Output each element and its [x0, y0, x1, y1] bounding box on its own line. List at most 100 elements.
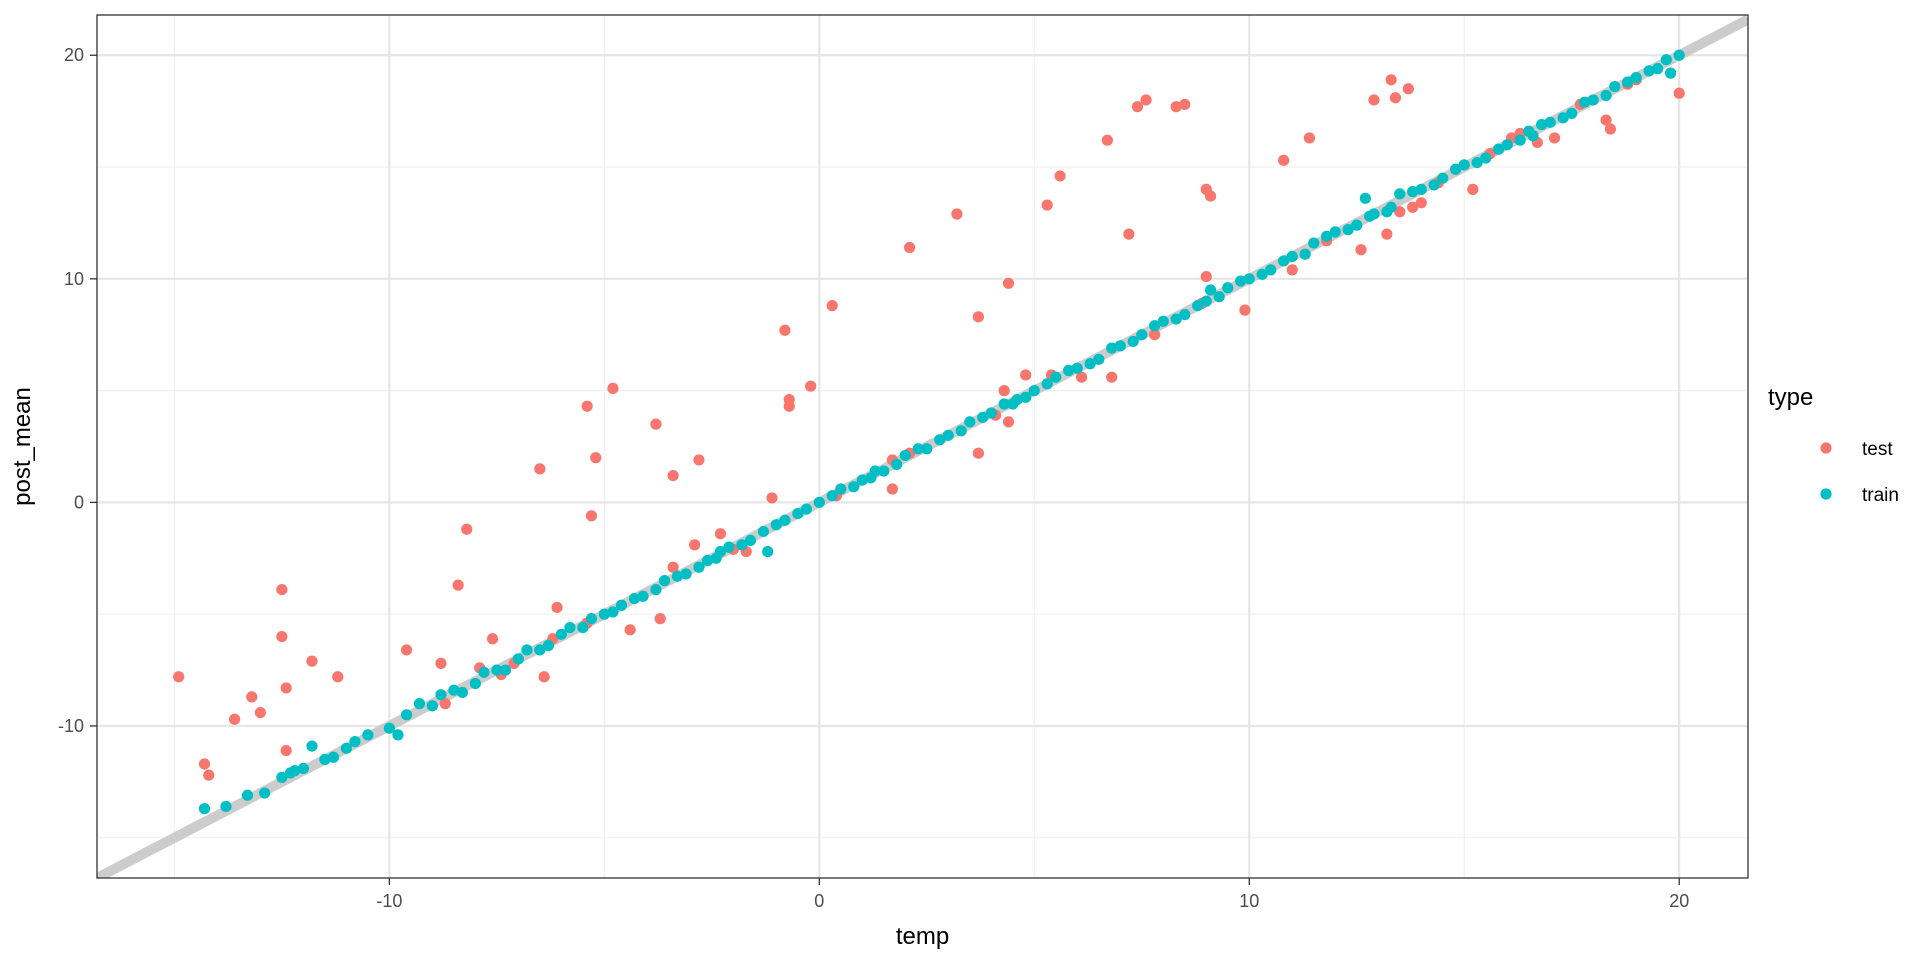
point-train	[1157, 315, 1169, 327]
point-train	[542, 639, 555, 652]
point-test	[280, 744, 292, 757]
point-train	[693, 561, 705, 573]
point-train	[1299, 248, 1311, 260]
point-train	[912, 443, 924, 455]
point-train	[1428, 179, 1440, 191]
point-test	[972, 311, 984, 323]
point-test	[1020, 369, 1032, 381]
point-train	[998, 398, 1010, 410]
point-train	[1222, 282, 1234, 294]
point-test	[1548, 132, 1561, 144]
point-train	[637, 590, 649, 602]
point-test	[1002, 416, 1015, 428]
point-test	[1467, 183, 1479, 195]
point-train	[1342, 224, 1354, 236]
point-train	[955, 425, 967, 437]
point-train	[899, 449, 911, 462]
point-train	[1011, 393, 1023, 406]
point-test	[534, 463, 546, 475]
legend-key-test	[1820, 442, 1832, 454]
point-train	[435, 689, 447, 701]
point-train	[1329, 226, 1341, 238]
point-test	[1385, 74, 1397, 86]
y-tick-label: 10	[64, 269, 84, 289]
point-train	[762, 545, 774, 558]
panel-border	[96, 14, 1749, 879]
point-train	[744, 534, 757, 547]
point-test	[1239, 304, 1251, 316]
point-test	[1054, 170, 1066, 182]
major-gridlines	[97, 15, 1748, 878]
point-train	[1192, 300, 1204, 312]
point-train	[701, 554, 714, 567]
point-train	[1321, 230, 1333, 242]
point-train	[1407, 186, 1419, 198]
point-train	[499, 664, 512, 676]
point-train	[813, 496, 825, 508]
point-train	[770, 519, 782, 531]
point-test	[1041, 199, 1053, 211]
point-test	[904, 241, 916, 254]
point-train	[564, 621, 576, 634]
point-train	[1351, 219, 1363, 231]
point-train	[1179, 308, 1191, 321]
legend-key-train	[1820, 488, 1832, 500]
point-train	[1600, 89, 1612, 102]
point-test	[1149, 329, 1161, 341]
point-test	[607, 382, 619, 394]
point-test	[826, 300, 838, 312]
x-tick-label: 20	[1669, 891, 1689, 911]
point-train	[1106, 342, 1118, 354]
point-train	[478, 666, 490, 678]
point-train	[607, 606, 619, 618]
point-train	[878, 465, 890, 477]
point-test	[1600, 114, 1612, 126]
point-test	[590, 452, 602, 464]
point-test	[1381, 228, 1393, 240]
point-train	[1149, 320, 1161, 332]
point-train	[658, 575, 671, 587]
point-train	[1114, 340, 1126, 352]
point-train	[319, 753, 331, 766]
point-test	[246, 691, 258, 703]
point-test	[1407, 201, 1419, 213]
point-test	[254, 706, 266, 719]
point-train	[757, 525, 770, 538]
point-train	[362, 729, 374, 741]
y-axis-title: post_mean	[9, 387, 36, 506]
point-train	[891, 458, 903, 470]
point-test	[228, 713, 241, 725]
point-train	[628, 592, 641, 605]
point-train	[220, 800, 232, 813]
point-train	[800, 503, 813, 515]
x-tick-label: -10	[376, 891, 402, 911]
point-train	[1243, 273, 1255, 285]
point-test	[1002, 277, 1015, 289]
point-train	[1415, 183, 1427, 195]
point-test	[783, 400, 795, 412]
legend-items: test train	[1820, 439, 1899, 506]
point-train	[1256, 268, 1268, 280]
point-test	[886, 483, 899, 495]
point-test	[1394, 206, 1406, 218]
y-axis-ticks: -10 0 10 20	[58, 45, 97, 736]
point-train	[340, 742, 352, 754]
point-train	[650, 583, 662, 596]
point-test	[693, 454, 705, 466]
point-train	[1359, 192, 1371, 204]
point-train	[942, 429, 954, 441]
point-train	[1450, 163, 1462, 175]
point-train	[1630, 72, 1642, 84]
point-train	[1437, 172, 1449, 184]
point-test	[766, 492, 778, 504]
point-test	[667, 469, 679, 482]
point-train	[1536, 118, 1548, 131]
x-axis-title: temp	[896, 923, 949, 950]
point-train	[521, 644, 533, 656]
point-train	[1028, 385, 1040, 397]
point-test	[452, 579, 464, 591]
point-train	[585, 613, 598, 625]
point-train	[710, 552, 722, 564]
point-train	[349, 736, 361, 748]
